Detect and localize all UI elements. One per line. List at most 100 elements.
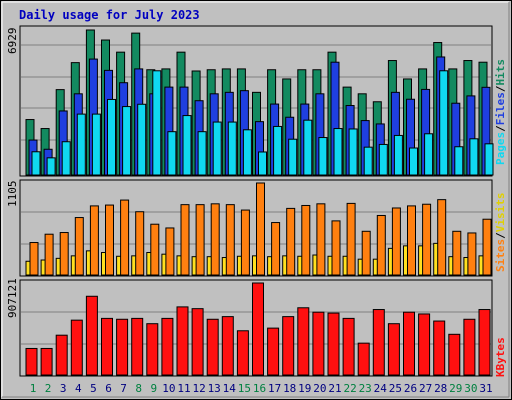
- legend-hits: Hits: [494, 59, 507, 86]
- day-label-3: 3: [60, 382, 67, 395]
- bar-sites-day-16: [256, 182, 265, 276]
- bar-pages-day-5: [91, 113, 101, 176]
- bars-hits-panel: [25, 29, 494, 176]
- bar-kbytes-day-4: [70, 319, 83, 376]
- bar-kbytes-day-1: [25, 347, 38, 376]
- y-max-label-hits: 6929: [6, 28, 19, 55]
- bar-kbytes-day-25: [387, 323, 400, 376]
- bar-kbytes-day-17: [267, 327, 280, 376]
- bar-pages-day-31: [484, 143, 494, 176]
- bar-sites-day-2: [44, 233, 54, 276]
- bar-sites-day-24: [376, 214, 386, 276]
- day-label-25: 25: [389, 382, 402, 395]
- day-label-13: 13: [208, 382, 221, 395]
- legend-visits: Visits: [494, 193, 507, 233]
- bar-sites-day-23: [361, 230, 371, 276]
- day-label-1: 1: [30, 382, 37, 395]
- bar-kbytes-day-12: [191, 308, 204, 376]
- bar-sites-day-10: [165, 227, 175, 276]
- legend-sep-1: /: [494, 125, 507, 132]
- bar-sites-day-30: [467, 232, 477, 276]
- bar-kbytes-day-13: [206, 318, 219, 376]
- y-max-label-visits: 1105: [6, 181, 19, 208]
- day-label-20: 20: [313, 382, 326, 395]
- legend-sites: Sites: [494, 239, 507, 272]
- bar-sites-day-29: [452, 230, 462, 276]
- day-label-8: 8: [135, 382, 142, 395]
- bar-kbytes-day-24: [372, 309, 385, 376]
- bar-kbytes-day-21: [327, 312, 340, 376]
- bar-sites-day-26: [407, 205, 416, 276]
- bar-pages-day-13: [212, 121, 222, 176]
- bar-pages-day-2: [46, 157, 56, 176]
- day-label-9: 9: [150, 382, 157, 395]
- day-label-5: 5: [90, 382, 97, 395]
- bar-kbytes-day-30: [463, 318, 476, 376]
- bar-pages-day-12: [197, 131, 207, 176]
- day-label-22: 22: [343, 382, 356, 395]
- bar-pages-day-11: [182, 115, 192, 176]
- bar-kbytes-day-10: [161, 317, 174, 376]
- y-max-label-kbytes: 907121: [6, 278, 19, 318]
- bar-sites-day-4: [74, 217, 84, 276]
- bar-kbytes-day-8: [131, 317, 144, 376]
- bar-pages-day-9: [152, 70, 162, 176]
- bar-kbytes-day-11: [176, 306, 189, 376]
- bar-kbytes-day-2: [40, 347, 53, 376]
- bar-kbytes-day-27: [418, 313, 431, 376]
- bar-kbytes-day-23: [357, 342, 370, 376]
- bar-sites-day-1: [29, 242, 39, 276]
- bar-sites-day-8: [135, 211, 145, 276]
- bar-kbytes-day-20: [312, 311, 325, 376]
- bar-pages-day-25: [393, 134, 403, 176]
- bar-sites-day-27: [422, 203, 432, 276]
- bar-pages-day-22: [348, 128, 358, 176]
- day-label-18: 18: [283, 382, 296, 395]
- bar-kbytes-day-29: [448, 333, 461, 376]
- bar-kbytes-day-9: [146, 323, 159, 376]
- legend-sep-3: /: [494, 232, 507, 239]
- legend-sep-2: /: [494, 85, 507, 92]
- day-label-21: 21: [328, 382, 341, 395]
- day-label-4: 4: [75, 382, 82, 395]
- bar-pages-day-23: [363, 146, 373, 176]
- day-label-11: 11: [177, 382, 190, 395]
- bar-kbytes-day-28: [433, 320, 446, 376]
- bar-pages-day-15: [242, 129, 252, 176]
- bar-pages-day-16: [258, 151, 267, 176]
- bar-sites-day-28: [437, 199, 447, 276]
- bar-sites-day-31: [482, 218, 492, 276]
- bar-pages-day-30: [469, 138, 479, 176]
- bar-pages-day-14: [227, 121, 237, 176]
- bar-pages-day-6: [107, 98, 116, 176]
- day-label-28: 28: [434, 382, 447, 395]
- day-label-7: 7: [120, 382, 127, 395]
- bar-sites-day-20: [316, 203, 326, 276]
- day-label-23: 23: [359, 382, 372, 395]
- bar-kbytes-day-26: [403, 311, 415, 376]
- bar-sites-day-19: [301, 204, 311, 276]
- bar-pages-day-3: [61, 141, 71, 176]
- day-label-24: 24: [374, 382, 388, 395]
- bar-sites-day-9: [150, 223, 160, 276]
- bar-sites-day-7: [120, 199, 130, 276]
- bar-sites-day-11: [180, 204, 190, 276]
- bars-visits-panel: [25, 182, 492, 276]
- day-label-2: 2: [45, 382, 52, 395]
- day-label-31: 31: [479, 382, 492, 395]
- bar-pages-day-28: [439, 70, 449, 176]
- bar-pages-day-10: [167, 131, 177, 176]
- bar-pages-day-24: [378, 143, 388, 176]
- bar-kbytes-day-18: [282, 316, 295, 376]
- day-label-6: 6: [105, 382, 112, 395]
- bar-sites-day-3: [59, 232, 69, 276]
- legend-kbytes: KBytes: [494, 337, 507, 377]
- day-label-17: 17: [268, 382, 281, 395]
- bar-pages-day-20: [318, 137, 328, 176]
- bar-pages-day-18: [288, 138, 298, 176]
- bar-sites-day-13: [210, 203, 220, 276]
- bar-kbytes-day-6: [101, 317, 113, 376]
- bar-kbytes-day-19: [297, 307, 310, 376]
- bar-pages-day-26: [409, 147, 418, 176]
